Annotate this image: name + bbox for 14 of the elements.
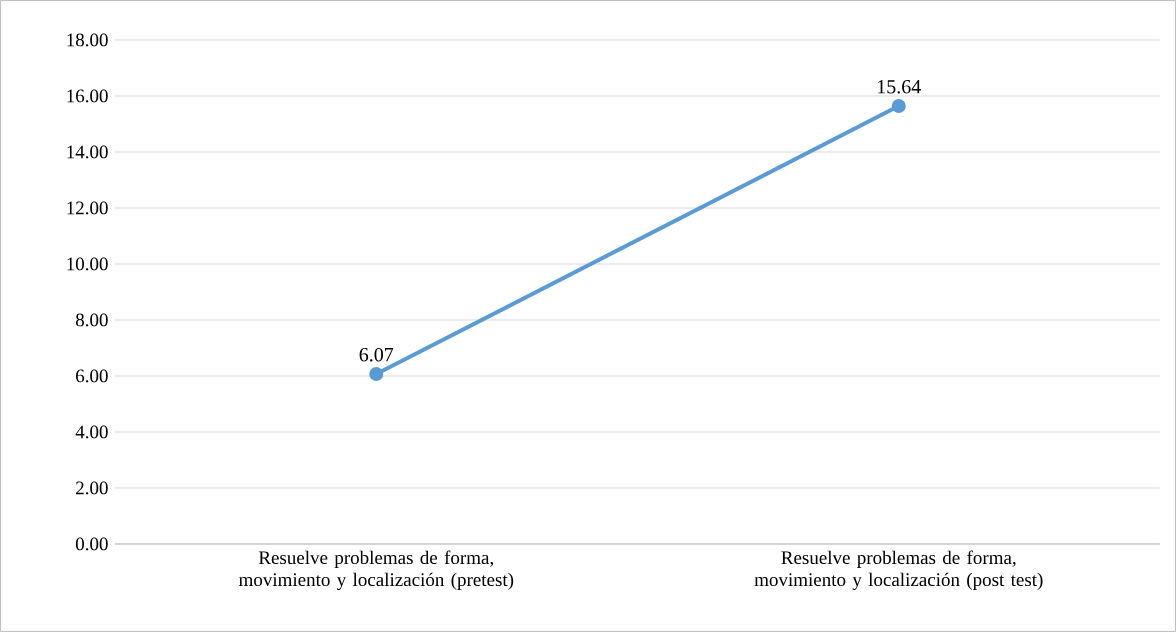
x-tick-label: Resuelve problemas de forma, movimiento y localización (post test) [754, 550, 1043, 590]
y-tick-label: 12.00 [67, 201, 108, 215]
x-tick-label: Resuelve problemas de forma, movimiento y localización (pretest) [238, 550, 514, 590]
y-tick-label: 0.00 [75, 537, 108, 551]
y-tick-label: 16.00 [67, 89, 108, 103]
data-label: 15.64 [878, 80, 921, 94]
y-tick-label: 10.00 [67, 257, 108, 271]
y-tick-label: 14.00 [67, 145, 108, 159]
y-tick-label: 18.00 [67, 33, 108, 47]
y-tick-label: 8.00 [75, 313, 108, 327]
y-tick-label: 6.00 [76, 369, 108, 383]
data-label: 6.07 [359, 347, 394, 362]
y-tick-label: 4.00 [75, 425, 108, 439]
y-tick-label: 2.00 [76, 481, 108, 495]
